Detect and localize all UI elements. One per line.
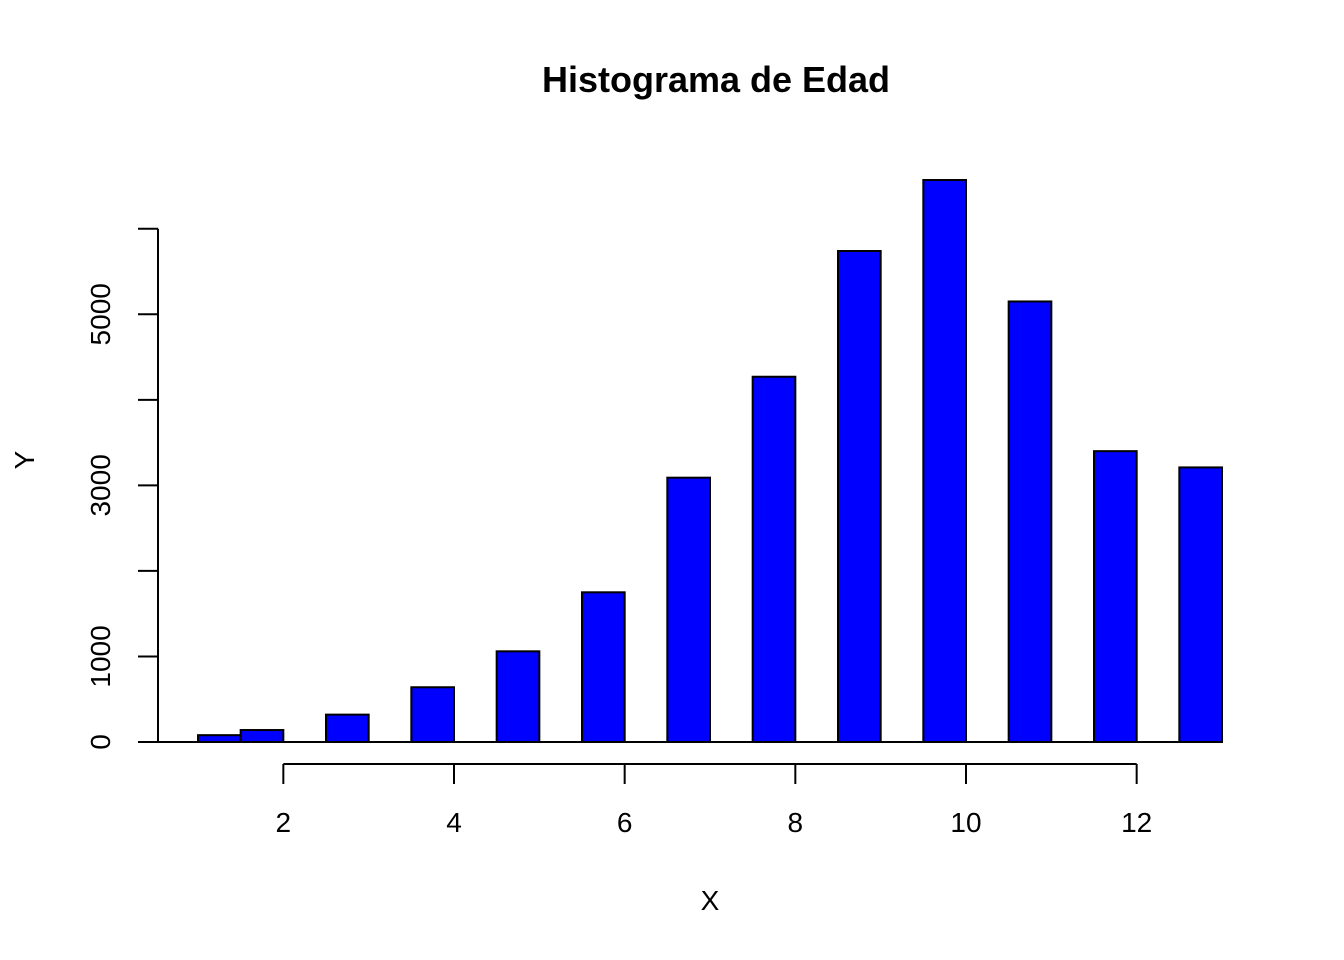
- bar-7: [666, 476, 711, 743]
- x-axis: 2 4 6 8 10 12: [276, 763, 1152, 838]
- y-axis-label: Y: [9, 450, 40, 469]
- bar-1: [197, 734, 242, 744]
- x-tick-label-4: 4: [446, 807, 462, 838]
- y-tick-label-1000: 1000: [85, 625, 116, 687]
- y-tick-label-5000: 5000: [85, 283, 116, 345]
- x-tick-label-6: 6: [617, 807, 633, 838]
- bar-9: [837, 249, 882, 743]
- x-axis-label: X: [701, 885, 720, 916]
- bar-11: [1007, 300, 1053, 743]
- y-axis: 0 1000 3000 5000: [85, 227, 159, 750]
- bar-13: [1178, 466, 1224, 743]
- bar-3: [325, 713, 370, 743]
- bar-8: [751, 375, 797, 743]
- bar-12: [1093, 450, 1138, 743]
- y-tick-label-0: 0: [85, 734, 116, 750]
- y-tick-label-3000: 3000: [85, 454, 116, 516]
- bar-2: [239, 729, 285, 743]
- x-tick-label-12: 12: [1121, 807, 1152, 838]
- x-tick-label-2: 2: [276, 807, 292, 838]
- x-tick-label-10: 10: [950, 807, 981, 838]
- x-tick-label-8: 8: [788, 807, 804, 838]
- bar-5: [495, 650, 541, 744]
- bar-4: [410, 686, 456, 744]
- bars-group: [158, 179, 1224, 744]
- bar-6: [581, 591, 626, 744]
- chart-title: Histograma de Edad: [542, 59, 890, 100]
- bar-10: [922, 179, 967, 743]
